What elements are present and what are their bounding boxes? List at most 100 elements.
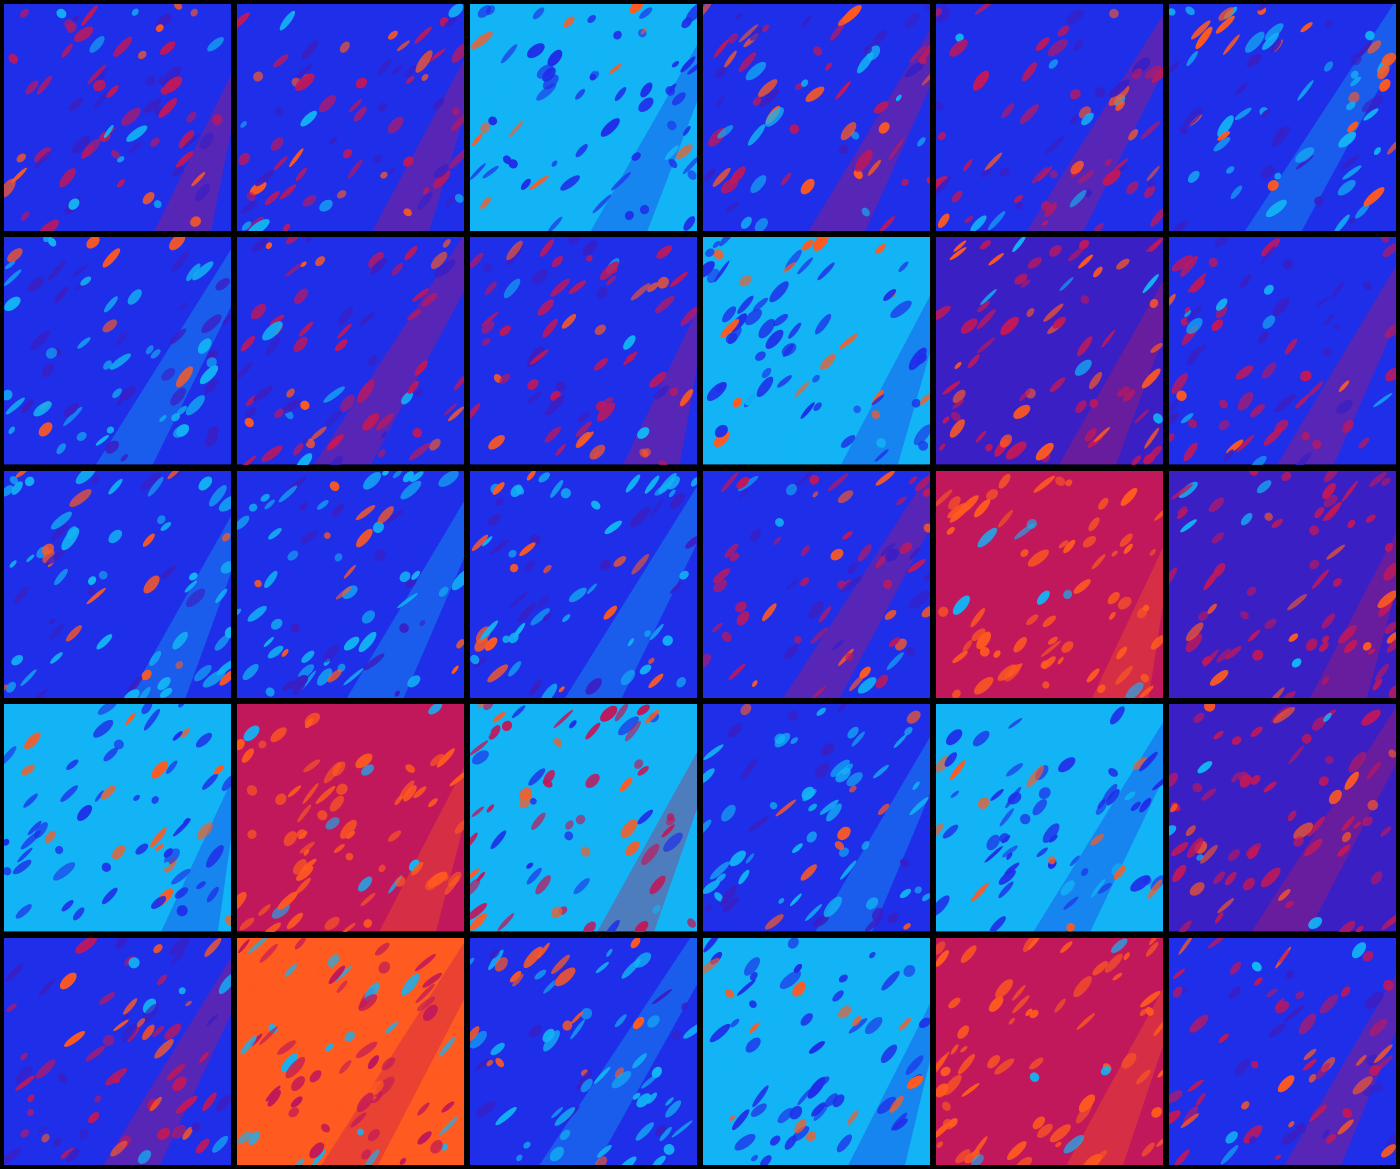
texture-blob xyxy=(801,79,809,87)
texture-blob xyxy=(893,734,907,749)
texture-blob xyxy=(1147,879,1163,900)
texture-blob xyxy=(110,150,121,159)
texture-blob xyxy=(520,178,531,190)
texture-blob xyxy=(93,88,111,109)
texture-blob xyxy=(1311,1103,1327,1118)
texture-blob xyxy=(355,1041,378,1058)
texture-blob xyxy=(251,238,269,253)
texture-blob xyxy=(288,1107,300,1117)
texture-blob xyxy=(814,314,832,335)
texture-blob xyxy=(329,795,345,812)
texture-blob xyxy=(955,33,964,42)
texture-blob xyxy=(169,237,186,251)
texture-blob xyxy=(1365,991,1384,1009)
texture-blob xyxy=(103,124,114,139)
texture-blob xyxy=(1295,147,1315,163)
texture-blob xyxy=(1153,1020,1163,1036)
texture-blob xyxy=(744,956,761,976)
texture-blob xyxy=(4,867,12,876)
texture-blob xyxy=(764,914,784,930)
texture-blob xyxy=(325,1043,334,1051)
texture-blob xyxy=(1037,1123,1053,1138)
texture-blob xyxy=(477,704,486,709)
tile-background xyxy=(470,4,697,232)
texture-blob xyxy=(120,454,128,463)
texture-blob xyxy=(921,69,930,86)
texture-blob xyxy=(241,748,255,764)
texture-blob xyxy=(405,76,415,84)
texture-blob xyxy=(730,166,746,185)
texture-blob xyxy=(470,163,486,181)
texture-blob xyxy=(972,730,990,747)
texture-blob xyxy=(298,322,314,337)
texture-blob xyxy=(64,1030,86,1047)
texture-blob xyxy=(1380,237,1390,244)
texture-blob xyxy=(549,1146,565,1161)
texture-blob xyxy=(1355,203,1370,219)
texture-blob xyxy=(782,262,796,274)
texture-blob xyxy=(1213,562,1226,577)
feature-map-image xyxy=(237,937,464,1165)
feature-map-image xyxy=(470,937,697,1165)
texture-blob xyxy=(322,644,340,663)
texture-blob xyxy=(20,211,30,221)
texture-blob xyxy=(54,568,68,585)
texture-blob xyxy=(191,1122,201,1132)
texture-blob xyxy=(1250,726,1263,738)
texture-blob xyxy=(1035,37,1050,51)
texture-blob xyxy=(489,949,500,959)
texture-blob xyxy=(63,403,79,418)
texture-blob xyxy=(339,1059,352,1074)
texture-blob xyxy=(57,1073,67,1083)
texture-blob xyxy=(156,973,168,985)
texture-blob xyxy=(744,309,762,326)
texture-blob xyxy=(302,437,309,445)
texture-blob xyxy=(1195,26,1213,50)
texture-blob xyxy=(1104,953,1123,973)
texture-blob xyxy=(1379,79,1391,92)
texture-blob xyxy=(237,12,250,31)
texture-blob xyxy=(947,502,968,519)
texture-blob xyxy=(336,979,348,993)
texture-blob xyxy=(1123,543,1133,554)
feature-map-tile xyxy=(703,470,930,699)
texture-blob xyxy=(334,553,343,562)
texture-blob xyxy=(49,618,56,624)
texture-blob xyxy=(988,253,1004,266)
texture-blob xyxy=(1169,294,1176,308)
texture-blob xyxy=(264,191,280,206)
texture-blob xyxy=(904,727,913,736)
texture-blob xyxy=(659,1126,672,1141)
texture-blob xyxy=(121,107,141,126)
texture-blob xyxy=(508,660,522,677)
texture-blob xyxy=(644,630,651,637)
texture-blob xyxy=(685,4,697,23)
texture-blob xyxy=(745,61,767,81)
texture-blob xyxy=(470,654,480,665)
texture-blob xyxy=(315,786,336,805)
texture-blob xyxy=(428,704,443,715)
texture-blob xyxy=(1019,389,1031,402)
texture-blob xyxy=(363,971,382,993)
texture-blob xyxy=(972,1135,988,1157)
texture-blob xyxy=(1385,1128,1396,1149)
texture-blob xyxy=(778,898,785,905)
texture-blob xyxy=(1337,920,1356,932)
texture-blob xyxy=(581,162,600,179)
texture-blob xyxy=(1078,254,1094,269)
texture-blob xyxy=(1309,525,1320,536)
feature-map-image xyxy=(703,4,930,232)
texture-blob xyxy=(11,481,23,495)
texture-blob xyxy=(1189,1014,1209,1033)
texture-blob xyxy=(344,1030,356,1042)
texture-blob xyxy=(429,439,441,451)
texture-blob xyxy=(842,763,853,775)
texture-blob xyxy=(410,471,424,482)
texture-blob xyxy=(1381,1143,1396,1158)
texture-blob xyxy=(287,550,299,561)
texture-blob xyxy=(1218,420,1230,431)
texture-blob xyxy=(593,1066,611,1084)
texture-blob xyxy=(957,1053,975,1075)
texture-blob xyxy=(737,295,754,315)
texture-blob xyxy=(658,472,677,494)
